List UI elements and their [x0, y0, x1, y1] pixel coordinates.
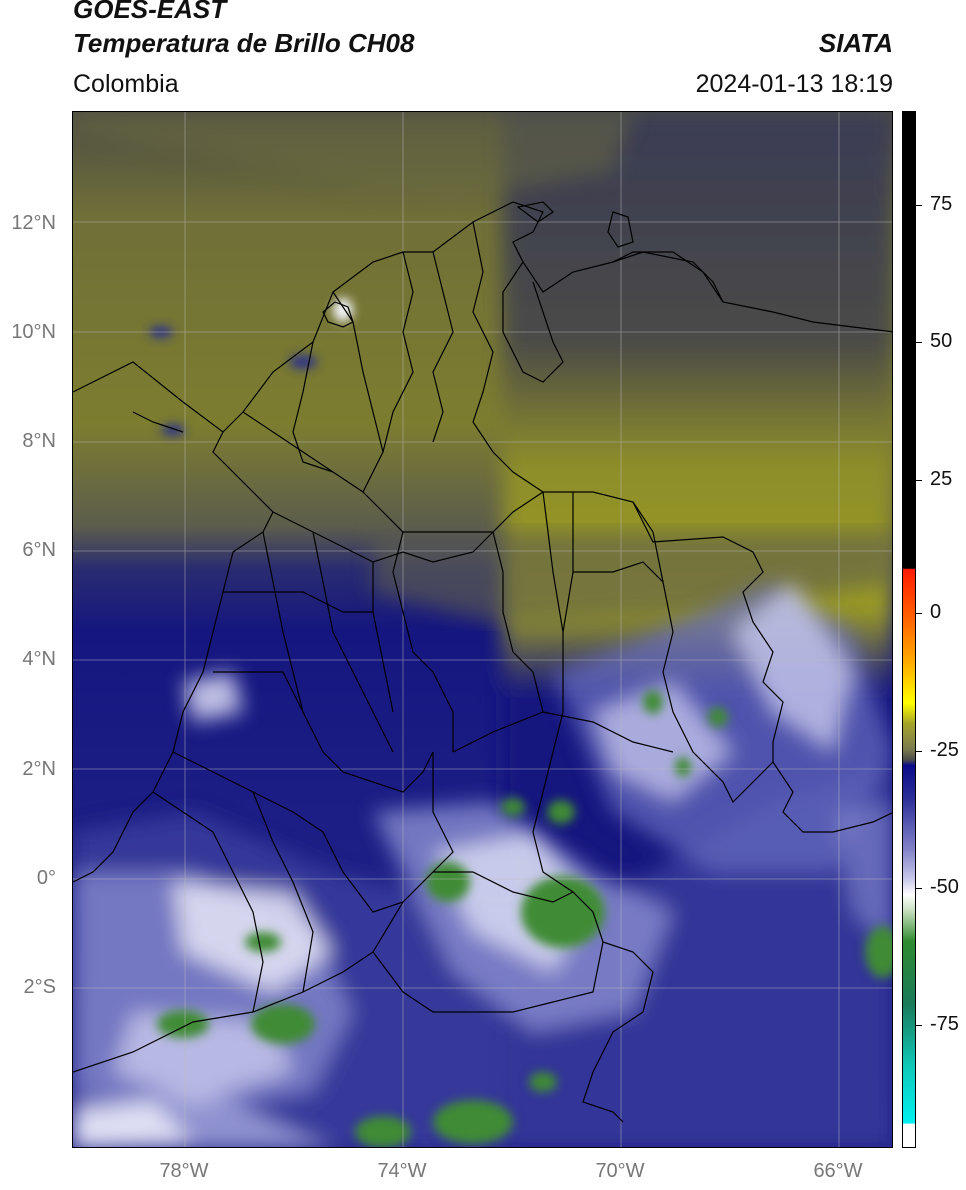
- colorbar-tick-neg25: -25: [930, 739, 959, 761]
- colorbar-tick-25: 25: [930, 468, 953, 490]
- lat-tick-2s: 2°S: [23, 976, 56, 998]
- colorbar-gradient: [903, 112, 915, 1147]
- lat-tick-4n: 4°N: [22, 648, 56, 670]
- colorbar-tick-0: 0: [930, 601, 942, 623]
- colorbar-tickmark-neg25: [916, 751, 922, 752]
- lon-tick-66w: 66°W: [813, 1160, 863, 1182]
- datetime-label: 2024-01-13 18:19: [695, 70, 893, 98]
- source-label: SIATA: [818, 28, 893, 58]
- title-satellite: GOES-EAST: [73, 0, 227, 24]
- colorbar-tick-neg50: -50: [930, 876, 959, 898]
- colorbar-tickmark-neg75: [916, 1025, 922, 1026]
- title-product: Temperatura de Brillo CH08: [73, 28, 415, 58]
- colorbar-tick-75: 75: [930, 193, 953, 215]
- lat-tick-8n: 8°N: [22, 430, 56, 452]
- lat-tick-0: 0°: [36, 867, 56, 889]
- map-canvas: [73, 112, 892, 1147]
- colorbar-tickmark-0: [916, 613, 922, 614]
- lat-tick-12n: 12°N: [11, 212, 56, 234]
- lat-tick-2n: 2°N: [22, 758, 56, 780]
- colorbar-tickmark-50: [916, 342, 922, 343]
- cloud-fields: [73, 582, 892, 1147]
- colorbar-tick-50: 50: [930, 330, 953, 352]
- satellite-map[interactable]: [72, 111, 893, 1148]
- region-label: Colombia: [73, 70, 179, 98]
- lon-tick-70w: 70°W: [595, 1160, 645, 1182]
- colorbar-tickmark-neg50: [916, 888, 922, 889]
- lon-tick-74w: 74°W: [377, 1160, 427, 1182]
- colorbar-tickmark-75: [916, 205, 922, 206]
- gridlines: [73, 112, 892, 1147]
- colorbar: [902, 111, 916, 1148]
- lon-tick-78w: 78°W: [159, 1160, 209, 1182]
- political-borders: [73, 201, 892, 1123]
- lat-tick-10n: 10°N: [11, 321, 56, 343]
- colorbar-tick-neg75: -75: [930, 1013, 959, 1035]
- lat-tick-6n: 6°N: [22, 539, 56, 561]
- colorbar-tickmark-25: [916, 480, 922, 481]
